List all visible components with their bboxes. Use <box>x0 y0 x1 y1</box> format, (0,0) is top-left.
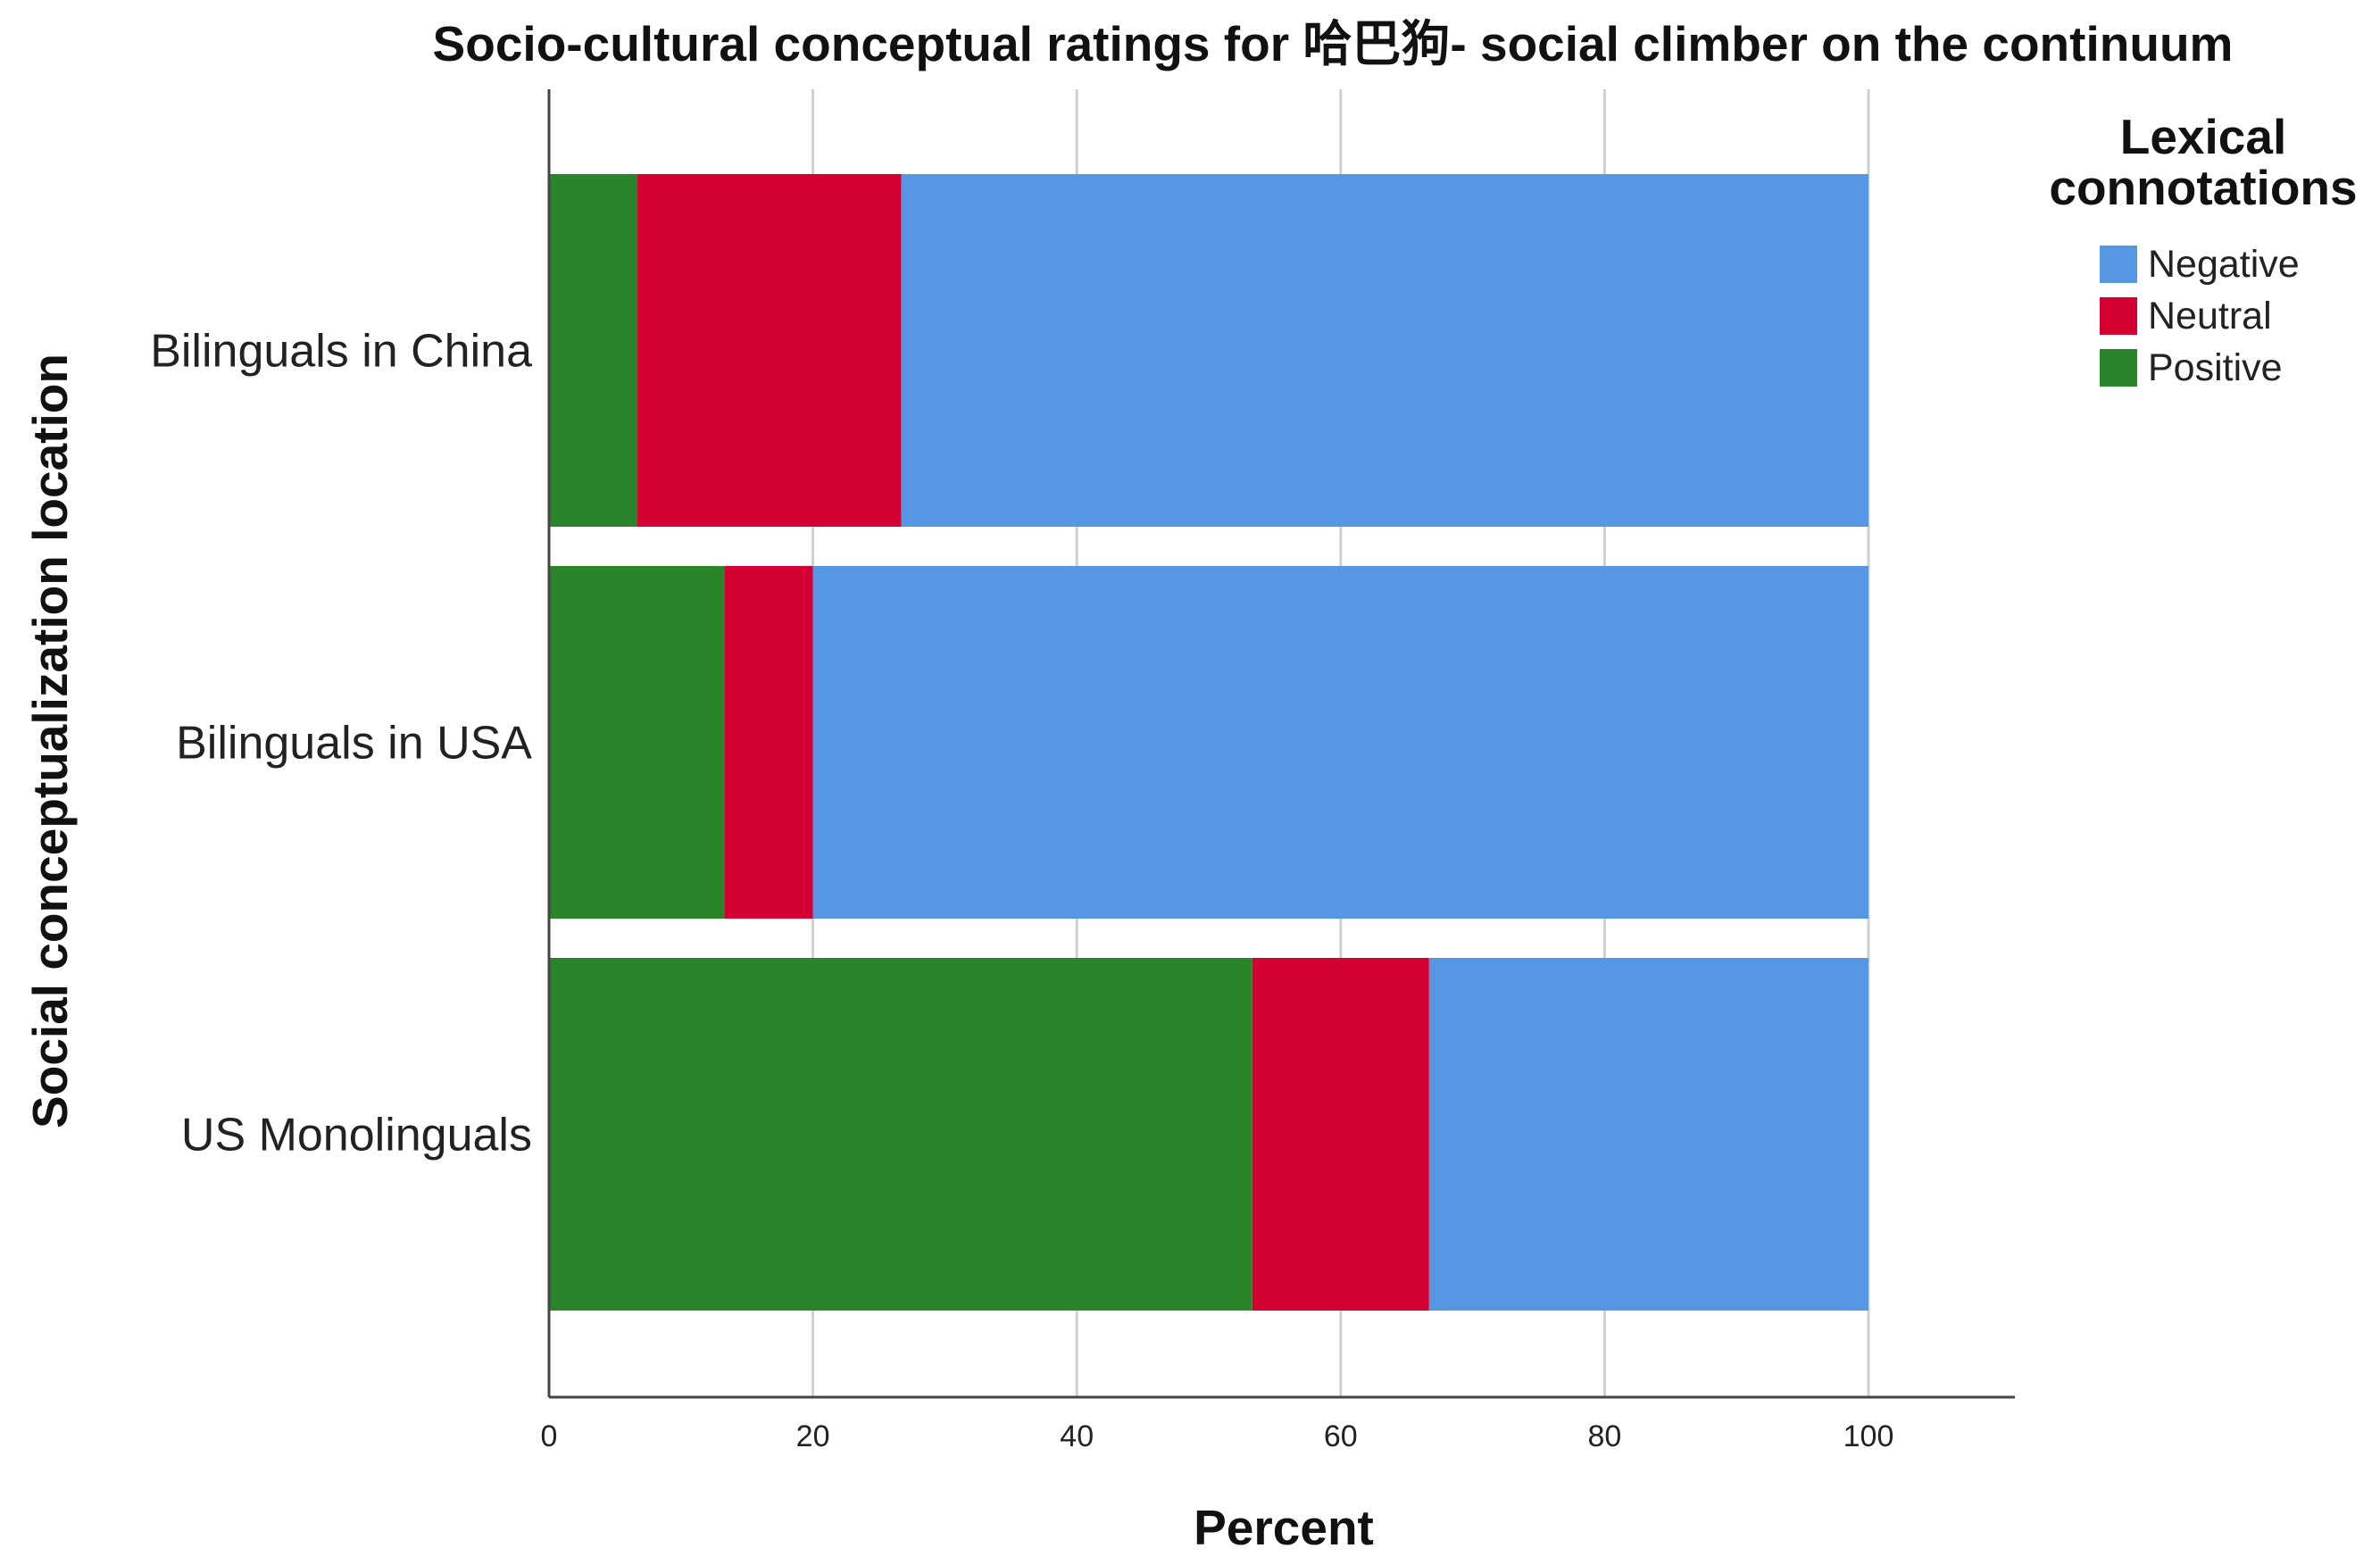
legend-title-line: Lexical <box>2120 109 2287 164</box>
chart-title: Socio-cultural conceptual ratings for 哈巴… <box>433 16 2234 71</box>
bar-us-monolinguals-neutral <box>1252 958 1429 1311</box>
bar-us-monolinguals-positive <box>549 958 1252 1311</box>
legend-label-positive: Positive <box>2148 346 2283 389</box>
legend-swatch-positive <box>2100 349 2137 387</box>
y-axis-title: Social conceptualization location <box>22 354 78 1128</box>
category-label-us-monolinguals: US Monolinguals <box>181 1110 532 1161</box>
category-label-bilinguals-in-china: Bilinguals in China <box>150 326 532 378</box>
legend-title-line: connotations <box>2049 160 2357 215</box>
legend-swatch-neutral <box>2100 297 2137 335</box>
x-axis-title: Percent <box>1194 1500 1374 1555</box>
legend-swatch-negative <box>2100 246 2137 283</box>
bars <box>549 174 1868 1311</box>
bar-bilinguals-in-usa-neutral <box>724 566 813 919</box>
bar-bilinguals-in-china-neutral <box>637 174 902 527</box>
legend-label-neutral: Neutral <box>2148 295 2272 337</box>
category-labels: Bilinguals in China Bilinguals in USA US M… <box>150 326 532 1161</box>
legend-title: Lexical connotations <box>2049 109 2357 215</box>
x-tick-label-20: 20 <box>796 1419 830 1453</box>
x-tick-label-40: 40 <box>1060 1419 1094 1453</box>
x-tick-label-60: 60 <box>1324 1419 1358 1453</box>
x-tick-labels: 0 20 40 60 80 100 <box>541 1419 1894 1453</box>
legend: Lexical connotations Negative Neutral Posit… <box>2049 109 2357 389</box>
category-label-bilinguals-in-usa: Bilinguals in USA <box>176 718 532 770</box>
axes <box>547 89 2015 1399</box>
x-tick-label-80: 80 <box>1587 1419 1621 1453</box>
bar-bilinguals-in-usa-negative <box>812 566 1868 919</box>
bar-bilinguals-in-china-negative <box>901 174 1868 527</box>
bar-us-monolinguals-negative <box>1428 958 1868 1311</box>
bar-bilinguals-in-china-positive <box>549 174 638 527</box>
x-tick-label-0: 0 <box>541 1419 558 1453</box>
x-tick-label-100: 100 <box>1843 1419 1894 1453</box>
bar-bilinguals-in-usa-positive <box>549 566 725 919</box>
legend-label-negative: Negative <box>2148 243 2300 286</box>
